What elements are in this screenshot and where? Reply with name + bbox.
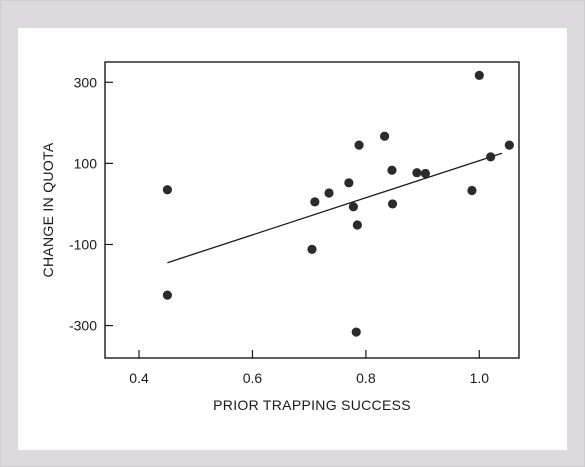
x-tick-label: 0.4 [129, 370, 149, 386]
data-points [162, 70, 514, 337]
data-point [387, 199, 398, 209]
x-axis: 0.4 0.6 0.8 1.0 [129, 350, 489, 386]
y-tick-label: 100 [74, 155, 98, 171]
data-point [467, 185, 477, 196]
trend-line [167, 152, 503, 264]
y-tick-label: -300 [69, 318, 97, 334]
chart-panel [18, 28, 567, 450]
data-point [354, 140, 364, 150]
y-axis: 300 100 -100 -300 [69, 74, 113, 334]
data-point [379, 131, 390, 141]
plot-area-frame [104, 61, 520, 359]
y-tick-label: 300 [74, 74, 98, 90]
data-point [348, 202, 358, 212]
data-point [351, 327, 361, 337]
data-point [486, 152, 496, 162]
x-tick-label: 1.0 [470, 370, 490, 386]
y-axis-title: CHANGE IN QUOTA [40, 142, 56, 277]
data-point [474, 70, 484, 80]
data-point [324, 188, 334, 198]
data-point [412, 168, 422, 178]
data-point [504, 140, 514, 150]
data-point [387, 165, 397, 175]
x-tick-label: 0.6 [243, 370, 263, 386]
data-point [310, 197, 320, 207]
data-point [162, 185, 172, 195]
data-point [162, 290, 172, 300]
data-point [352, 220, 362, 230]
data-point [420, 168, 431, 179]
data-point [344, 178, 354, 188]
x-axis-title: PRIOR TRAPPING SUCCESS [213, 397, 411, 413]
data-point [307, 244, 317, 254]
x-tick-label: 0.8 [356, 370, 376, 386]
y-tick-label: -100 [69, 236, 97, 252]
